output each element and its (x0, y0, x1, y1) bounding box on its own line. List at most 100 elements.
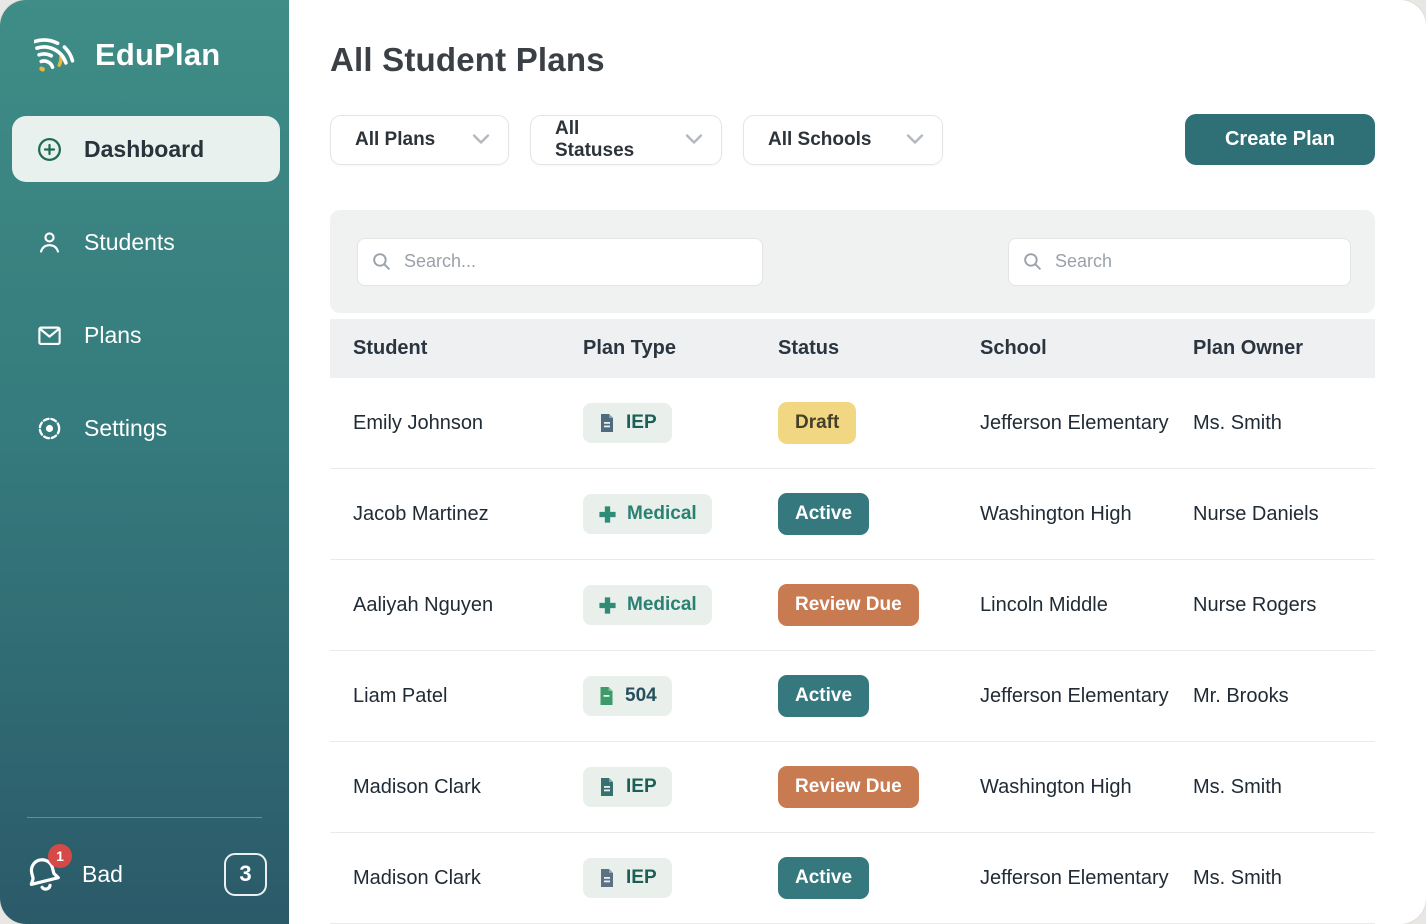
user-icon (36, 229, 63, 256)
plans-filter-dropdown[interactable]: All Plans (330, 114, 509, 165)
plan-type-badge: IEP (583, 767, 672, 807)
plan-owner: Mr. Brooks (1193, 684, 1289, 707)
plan-type-label: Medical (627, 503, 697, 524)
chevron-down-icon (685, 129, 703, 151)
brand-logo-icon (32, 30, 82, 79)
medical-cross-icon (598, 505, 617, 524)
sidebar-item-settings[interactable]: Settings (12, 395, 280, 461)
table-row[interactable]: Emily Johnson IEP Draft Jefferson Elemen… (330, 378, 1375, 469)
iep-document-icon (598, 868, 616, 888)
status-badge: Active (778, 493, 870, 535)
column-header-student: Student (353, 337, 428, 359)
plan-type-badge: IEP (583, 858, 672, 898)
sidebar-item-dashboard[interactable]: Dashboard (12, 116, 280, 182)
column-header-school: School (980, 337, 1047, 359)
school-name: Washington High (980, 502, 1132, 525)
sidebar: EduPlan Dashboard Students (0, 0, 289, 924)
brand-name: EduPlan (95, 36, 221, 72)
filter-bar: All Plans All Statuses All Schools Creat… (330, 114, 1375, 165)
sidebar-nav: Dashboard Students Plans (0, 116, 289, 488)
search-box-left (357, 237, 763, 286)
school-name: Jefferson Elementary (980, 684, 1169, 707)
plans-table: Student Plan Type Status School Plan Own… (330, 319, 1375, 924)
status-badge: Draft (778, 402, 857, 444)
school-name: Lincoln Middle (980, 593, 1108, 616)
search-icon (371, 251, 392, 272)
search-panel (330, 210, 1375, 313)
plan-owner: Nurse Daniels (1193, 502, 1319, 525)
sidebar-item-students[interactable]: Students (12, 209, 280, 275)
table-header-row: Student Plan Type Status School Plan Own… (330, 319, 1375, 378)
notifications-button[interactable]: 1 (22, 844, 72, 896)
sidebar-item-plans[interactable]: Plans (12, 302, 280, 368)
column-header-plan-owner: Plan Owner (1193, 337, 1304, 359)
plan-type-label: IEP (626, 776, 657, 797)
iep-document-icon (598, 413, 616, 433)
medical-cross-icon (598, 596, 617, 615)
sidebar-item-label: Settings (84, 414, 168, 441)
dropdown-value: All Schools (768, 128, 872, 150)
table-row[interactable]: Madison Clark IEP Review Due Washington … (330, 742, 1375, 833)
column-header-plan-type: Plan Type (583, 337, 676, 359)
status-badge: Active (778, 857, 870, 899)
school-name: Jefferson Elementary (980, 411, 1169, 434)
plan-type-label: Medical (627, 594, 697, 615)
plan-type-label: 504 (625, 685, 657, 706)
student-name: Jacob Martinez (353, 502, 489, 525)
plan-type-badge: 504 (583, 676, 672, 716)
sidebar-item-label: Plans (84, 321, 142, 348)
envelope-icon (36, 322, 63, 349)
sidebar-footer-label: Bad (82, 860, 123, 887)
brand: EduPlan (32, 30, 289, 79)
sidebar-item-label: Students (84, 228, 175, 255)
plan-owner: Ms. Smith (1193, 411, 1282, 434)
school-filter-dropdown[interactable]: All Schools (743, 114, 943, 165)
table-row[interactable]: Jacob Martinez Medical Active Washington… (330, 469, 1375, 560)
search-input[interactable] (357, 237, 763, 286)
gear-icon (36, 415, 63, 442)
footer-count-badge[interactable]: 3 (224, 852, 267, 896)
notification-count-badge: 1 (48, 844, 72, 868)
iep-document-icon (598, 777, 616, 797)
student-name: Madison Clark (353, 775, 481, 798)
student-name: Emily Johnson (353, 411, 484, 434)
status-badge: Active (778, 675, 870, 717)
plan-type-label: IEP (626, 412, 657, 433)
create-plan-button[interactable]: Create Plan (1185, 114, 1375, 165)
dropdown-value: All Plans (355, 128, 436, 150)
plan-type-badge: Medical (583, 494, 712, 534)
sidebar-item-label: Dashboard (84, 135, 205, 162)
search-box-right (1008, 237, 1351, 286)
plan-type-label: IEP (626, 867, 657, 888)
main-content: All Student Plans All Plans All Statuses… (289, 0, 1426, 924)
status-filter-dropdown[interactable]: All Statuses (530, 114, 722, 165)
student-name: Aaliyah Nguyen (353, 593, 494, 616)
school-name: Washington High (980, 775, 1132, 798)
column-header-status: Status (778, 337, 840, 359)
plan-owner: Ms. Smith (1193, 775, 1282, 798)
school-name: Jefferson Elementary (980, 866, 1169, 889)
secondary-search-input[interactable] (1008, 237, 1351, 286)
plan-owner: Nurse Rogers (1193, 593, 1317, 616)
plan-type-badge: Medical (583, 585, 712, 625)
student-name: Madison Clark (353, 866, 481, 889)
chevron-down-icon (906, 129, 924, 151)
table-row[interactable]: Madison Clark IEP Active Jefferson Eleme… (330, 833, 1375, 924)
dropdown-value: All Statuses (555, 117, 635, 161)
table-row[interactable]: Liam Patel 504 Active Jefferson Elementa… (330, 651, 1375, 742)
document-504-icon (598, 686, 615, 706)
plan-owner: Ms. Smith (1193, 866, 1282, 889)
notification-bell-icon (29, 858, 60, 891)
chevron-down-icon (472, 129, 490, 151)
search-icon (1022, 251, 1043, 272)
circle-plus-icon (36, 136, 63, 163)
student-name: Liam Patel (353, 684, 448, 707)
sidebar-divider (27, 817, 262, 818)
status-badge: Review Due (778, 584, 919, 626)
status-badge: Review Due (778, 766, 919, 808)
table-row[interactable]: Aaliyah Nguyen Medical Review Due Lincol… (330, 560, 1375, 651)
page-title: All Student Plans (330, 41, 605, 78)
plan-type-badge: IEP (583, 403, 672, 443)
sidebar-footer: 1 Bad 3 (0, 817, 289, 924)
